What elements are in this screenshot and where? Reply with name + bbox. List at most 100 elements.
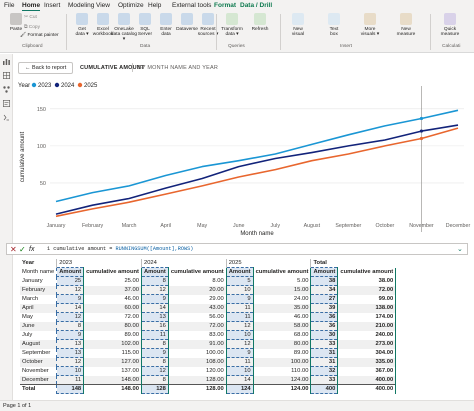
cumulative-amount-column-header[interactable]: cumulative amount bbox=[252, 267, 312, 277]
more-visuals-button[interactable]: More visuals ▾ bbox=[356, 13, 384, 43]
dropdown-icon[interactable]: ⌄ bbox=[457, 246, 463, 253]
menu-data-drill[interactable]: Data / Drill bbox=[240, 2, 273, 9]
dataverse-button[interactable]: Dataverse bbox=[173, 13, 201, 43]
cumulative-amount-cell: 124.00 bbox=[252, 375, 312, 385]
amount-cell: 36 bbox=[310, 321, 339, 331]
copy-button[interactable]: ⧉ Copy bbox=[24, 25, 40, 30]
recent-sources-button[interactable]: Recent sources ▾ bbox=[194, 13, 222, 43]
cumulative-amount-total-cell: 124.00 bbox=[252, 384, 312, 394]
series-line-2024 bbox=[55, 124, 459, 215]
tmdl-view-icon[interactable] bbox=[3, 114, 10, 121]
menu-help[interactable]: Help bbox=[148, 2, 162, 9]
amount-cell: 32 bbox=[310, 366, 339, 376]
report-view-icon[interactable] bbox=[3, 58, 10, 65]
amount-column-header[interactable]: Amount bbox=[310, 267, 339, 277]
excel-button[interactable]: Excel workbook bbox=[89, 13, 117, 43]
enter-data-icon bbox=[160, 13, 172, 25]
matrix-table[interactable]: Year 2023 2024 2025 Total Month name Amount cum… bbox=[20, 259, 397, 394]
new-measure-button[interactable]: New measure bbox=[392, 13, 420, 43]
row-label: December bbox=[20, 375, 57, 385]
cumulative-amount-cell: 367.00 bbox=[337, 366, 397, 376]
cumulative-amount-cell: 400.00 bbox=[337, 375, 397, 385]
text-box-icon bbox=[328, 13, 340, 25]
row-label: March bbox=[22, 296, 39, 302]
paste-button[interactable]: Paste bbox=[2, 13, 30, 43]
cumulative-amount-cell: 24.00 bbox=[252, 294, 312, 304]
quick-measure-button[interactable]: Quick measure bbox=[436, 13, 464, 43]
new-visual-button[interactable]: New visual bbox=[284, 13, 312, 43]
data-group-label: Data bbox=[140, 44, 151, 49]
dataverse-icon bbox=[181, 13, 193, 25]
amount-total-cell: 400 bbox=[310, 384, 339, 394]
enter-data-button[interactable]: Enter data bbox=[152, 13, 180, 43]
cumulative-amount-cell: 29.00 bbox=[167, 294, 227, 304]
dax-query-view-icon[interactable] bbox=[3, 100, 10, 107]
amount-cell: 34 bbox=[310, 285, 339, 295]
amount-cell: 30 bbox=[310, 330, 339, 340]
cumulative-amount-cell: 46.00 bbox=[252, 312, 312, 322]
cumulative-amount-cell: 38.00 bbox=[337, 276, 397, 286]
menu-external-tools[interactable]: External tools bbox=[172, 2, 212, 9]
year-header-spacer bbox=[168, 259, 226, 268]
menu-view[interactable]: View bbox=[96, 2, 110, 9]
x-tick-label: May bbox=[197, 223, 207, 229]
cumulative-amount-cell: 15.00 bbox=[252, 285, 312, 295]
amount-total-cell: 128 bbox=[140, 384, 169, 394]
cumulative-amount-cell: 83.00 bbox=[167, 330, 227, 340]
refresh-icon bbox=[254, 13, 266, 25]
refresh-button[interactable]: Refresh bbox=[246, 13, 274, 43]
sql-server-button[interactable]: SQL Server bbox=[131, 13, 159, 43]
formula-bar[interactable]: ✕ ✓ fx 1 cumulative amount = RUNNINGSUM(… bbox=[6, 243, 468, 255]
ribbon-divider bbox=[430, 14, 431, 50]
get-data-button[interactable]: Get data ▾ bbox=[68, 13, 96, 43]
amount-cell: 8 bbox=[140, 357, 169, 367]
year-header-2023[interactable]: 2023 bbox=[56, 259, 84, 268]
amount-cell: 12 bbox=[56, 357, 85, 367]
back-to-report-button[interactable]: ← Back to report bbox=[18, 62, 74, 74]
menu-file[interactable]: File bbox=[4, 2, 15, 9]
amount-cell: 8 bbox=[140, 276, 169, 286]
cumulative-amount-cell: 128.00 bbox=[167, 375, 227, 385]
transform-button[interactable]: Transform data ▾ bbox=[218, 13, 246, 43]
year-header-2024[interactable]: 2024 bbox=[140, 259, 169, 268]
menu-home[interactable]: Home bbox=[22, 2, 41, 11]
commit-icon[interactable]: ✓ bbox=[19, 245, 26, 254]
cumulative-amount-column-header[interactable]: cumulative amount bbox=[83, 267, 142, 277]
year-column-header: Year bbox=[22, 260, 35, 267]
text-box-button[interactable]: Text box bbox=[320, 13, 348, 43]
calculations-group-label: Calculati bbox=[442, 44, 461, 49]
visual-title: CUMULATIVE AMOUNT bbox=[80, 65, 145, 71]
cumulative-amount-cell: 72.00 bbox=[167, 321, 227, 331]
cumulative-amount-cell: 72.00 bbox=[83, 312, 142, 322]
cumulative-amount-cell: 58.00 bbox=[252, 321, 312, 331]
cumulative-amount-column-header[interactable]: cumulative amount bbox=[167, 267, 227, 277]
amount-column-header[interactable]: Amount bbox=[56, 267, 85, 277]
menu-insert[interactable]: Insert bbox=[44, 2, 61, 9]
table-view-icon[interactable] bbox=[3, 72, 10, 79]
menu-modeling[interactable]: Modeling bbox=[68, 2, 95, 9]
format-painter-button[interactable]: 🖌 Format painter bbox=[20, 33, 59, 38]
new-visual-icon bbox=[292, 13, 304, 25]
table-row: December 11 148.00 8 128.00 14 124.00 33 400.00 bbox=[20, 375, 397, 385]
cut-button[interactable]: ✂ Cut bbox=[24, 15, 37, 20]
cumulative-amount-cell: 102.00 bbox=[83, 339, 142, 349]
model-view-icon[interactable] bbox=[3, 86, 10, 93]
year-header-2025[interactable]: 2025 bbox=[225, 259, 254, 268]
cumulative-amount-cell: 138.00 bbox=[337, 303, 397, 313]
amount-column-header[interactable]: Amount bbox=[225, 267, 254, 277]
table-row: May 12 72.00 13 56.00 11 46.00 36 174.00 bbox=[20, 312, 397, 322]
x-tick-label: October bbox=[375, 223, 394, 229]
formula-text[interactable]: 1 cumulative amount = RUNNINGSUM([Amount… bbox=[47, 246, 193, 252]
y-tick-label: 100 bbox=[37, 144, 46, 150]
onelake-button[interactable]: OneLake data catalog ▾ bbox=[110, 13, 138, 43]
hover-point-2025 bbox=[419, 136, 424, 141]
cumulative-amount-cell: 89.00 bbox=[252, 348, 312, 358]
cumulative-amount-cell: 120.00 bbox=[167, 366, 227, 376]
amount-cell: 8 bbox=[140, 375, 169, 385]
menu-optimize[interactable]: Optimize bbox=[118, 2, 144, 9]
menu-format[interactable]: Format bbox=[214, 2, 237, 9]
year-header-total[interactable]: Total bbox=[310, 259, 338, 268]
amount-column-header[interactable]: Amount bbox=[140, 267, 169, 277]
cumulative-amount-column-header[interactable]: cumulative amount bbox=[337, 267, 397, 277]
cancel-icon[interactable]: ✕ bbox=[10, 245, 17, 254]
